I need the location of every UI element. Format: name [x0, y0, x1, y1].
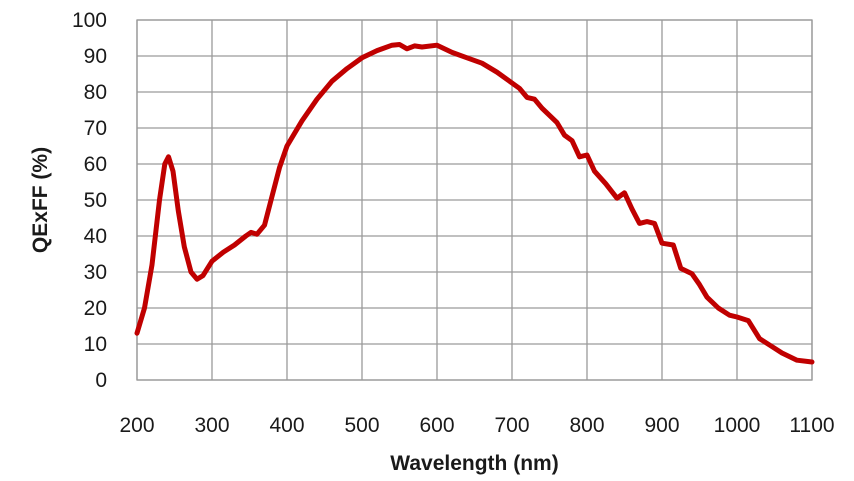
y-tick-label: 50 — [84, 189, 107, 212]
x-tick-label: 300 — [194, 414, 229, 437]
y-tick-labels: 0 10 20 30 40 50 60 70 80 90 100 — [72, 9, 107, 392]
x-tick-label: 200 — [119, 414, 154, 437]
x-tick-label: 900 — [644, 414, 679, 437]
y-tick-label: 60 — [84, 153, 107, 176]
y-tick-label: 90 — [84, 45, 107, 68]
y-axis-title: QExFF (%) — [29, 147, 52, 253]
y-tick-label: 20 — [84, 297, 107, 320]
y-tick-label: 30 — [84, 261, 107, 284]
x-tick-label: 500 — [344, 414, 379, 437]
y-gridlines — [137, 19, 812, 381]
x-tick-label: 1000 — [714, 414, 761, 437]
x-tick-label: 400 — [269, 414, 304, 437]
series-line — [134, 42, 815, 365]
y-tick-label: 40 — [84, 225, 107, 248]
x-tick-label: 800 — [569, 414, 604, 437]
x-tick-label: 700 — [494, 414, 529, 437]
x-axis-title: Wavelength (nm) — [390, 452, 558, 475]
x-tick-label: 600 — [419, 414, 454, 437]
y-tick-label: 100 — [72, 9, 107, 32]
x-tick-labels: 200 300 400 500 600 700 800 900 1000 1100 — [119, 414, 834, 437]
plot-area-frame — [136, 19, 813, 381]
y-tick-label: 0 — [95, 369, 107, 392]
y-tick-label: 80 — [84, 81, 107, 104]
y-tick-label: 70 — [84, 117, 107, 140]
x-tick-label: 1100 — [789, 414, 834, 437]
y-tick-label: 10 — [84, 333, 107, 356]
